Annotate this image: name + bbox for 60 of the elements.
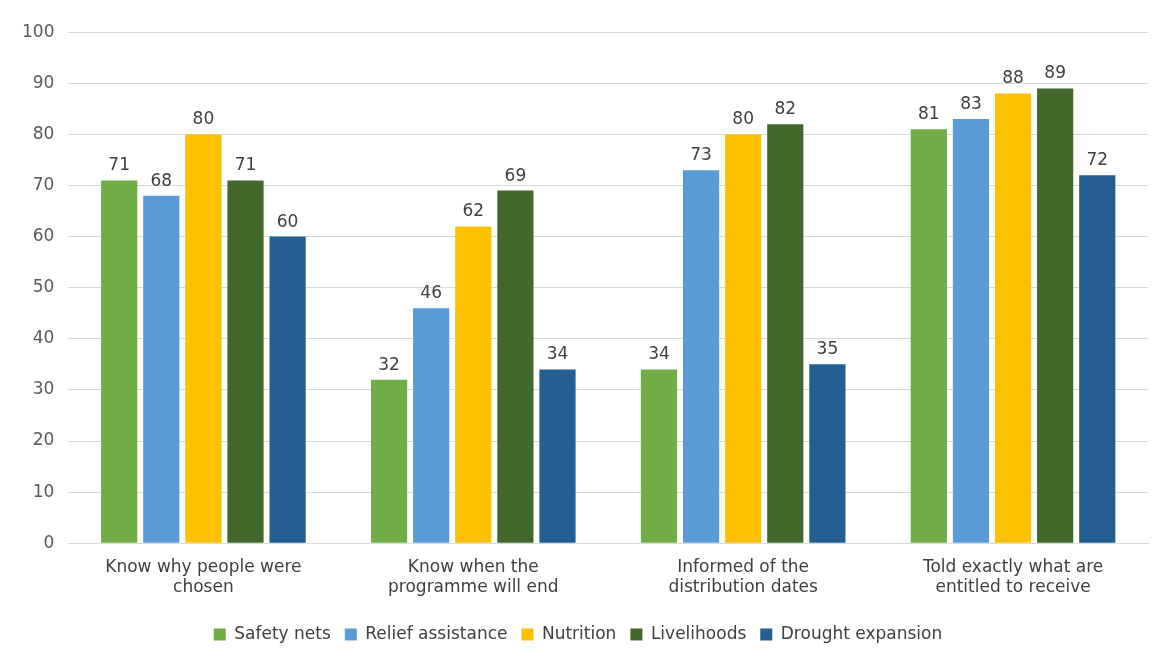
- data-label: 60: [276, 210, 299, 231]
- bar: [370, 379, 408, 543]
- y-tick-label: 60: [32, 225, 55, 246]
- y-tick-label: 20: [32, 429, 55, 450]
- data-label: 83: [960, 92, 982, 113]
- y-tick-label: 90: [32, 71, 55, 92]
- bar: [1037, 88, 1074, 543]
- x-tick-label: Know when the programme will end: [388, 555, 559, 597]
- data-label: 81: [918, 103, 940, 124]
- data-label: 89: [1044, 62, 1066, 83]
- data-label: 80: [192, 108, 215, 129]
- y-tick-label: 10: [32, 480, 55, 501]
- bar: [269, 236, 306, 543]
- bar: [910, 129, 947, 543]
- bar: [767, 124, 804, 543]
- x-tick-label: Informed of the distribution dates: [668, 555, 819, 597]
- legend-label: Drought expansion: [780, 622, 943, 643]
- data-label: 88: [1002, 67, 1024, 88]
- legend-label: Safety nets: [234, 622, 331, 643]
- data-label: 80: [732, 108, 754, 129]
- bar: [413, 308, 450, 543]
- bar: [497, 190, 534, 543]
- y-tick-label: 40: [32, 327, 55, 348]
- bar: [725, 134, 762, 543]
- bar: [539, 369, 576, 543]
- data-label: 34: [546, 343, 569, 364]
- bar: [185, 134, 222, 543]
- legend-label: Nutrition: [541, 622, 617, 643]
- data-label: 71: [108, 154, 131, 175]
- legend-label: Livelihoods: [650, 622, 747, 643]
- data-label: 71: [234, 154, 257, 175]
- bar: [640, 369, 678, 543]
- y-tick-label: 100: [21, 20, 55, 41]
- data-label: 72: [1086, 149, 1109, 170]
- bar: [809, 364, 846, 543]
- data-label: 73: [690, 144, 712, 165]
- data-label: 82: [774, 98, 797, 119]
- bar: [101, 180, 138, 543]
- y-tick-label: 0: [43, 531, 55, 552]
- data-label: 35: [816, 338, 839, 359]
- x-tick-label: Know why people were chosen: [105, 555, 302, 597]
- data-label: 68: [150, 169, 173, 190]
- bar: [455, 226, 492, 543]
- y-tick-label: 80: [32, 122, 55, 143]
- legend-label: Relief assistance: [365, 622, 508, 643]
- bar: [143, 195, 180, 543]
- data-label: 69: [504, 164, 527, 185]
- bar: [682, 170, 720, 543]
- y-tick-label: 70: [32, 173, 55, 194]
- data-label: 32: [378, 353, 400, 374]
- data-label: 62: [462, 200, 485, 221]
- data-label: 34: [648, 343, 670, 364]
- y-tick-label: 50: [32, 276, 55, 297]
- bar: [952, 119, 990, 543]
- bar: [1079, 175, 1116, 543]
- data-label: 46: [420, 282, 442, 303]
- bar: [227, 180, 264, 543]
- bar: [994, 93, 1032, 543]
- x-tick-label: Told exactly what are entitled to receive: [921, 555, 1104, 597]
- y-tick-label: 30: [32, 378, 55, 399]
